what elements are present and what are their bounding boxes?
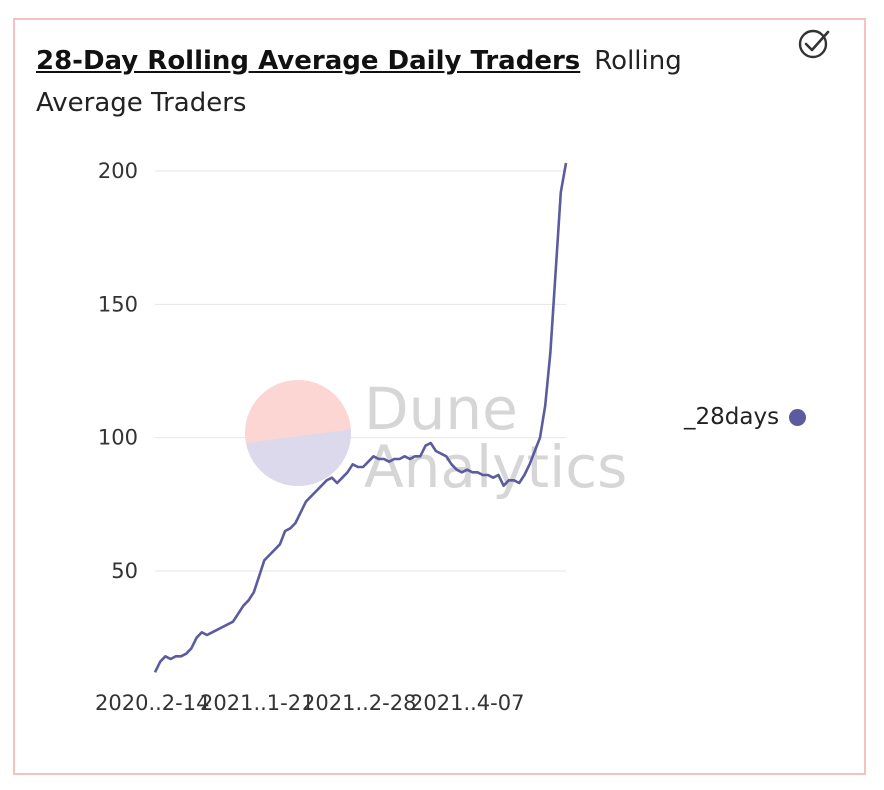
chart-title[interactable]: 28-Day Rolling Average Daily Traders [36, 46, 581, 76]
x-tick-label: 2021..1-21 [200, 691, 314, 715]
legend[interactable]: _28days [684, 404, 807, 430]
check-circle-icon[interactable] [797, 26, 831, 60]
series-layer [153, 162, 568, 673]
x-tick-label: 2021..4-07 [410, 691, 524, 715]
legend-marker [789, 408, 807, 426]
y-tick-label: 100 [98, 426, 138, 450]
watermark: Dune Analytics [245, 375, 627, 501]
y-tick-label: 50 [111, 559, 138, 583]
y-tick-label: 150 [98, 292, 138, 316]
gridlines [155, 170, 566, 572]
watermark-line1: Dune [364, 375, 518, 443]
y-tick-label: 200 [98, 159, 138, 183]
x-tick-label: 2021..2-28 [302, 691, 416, 715]
chart-subtitle: Rolling Average Traders [36, 46, 682, 118]
legend-label: _28days [684, 404, 780, 430]
y-axis-ticks: 50 100 150 200 [98, 159, 138, 583]
chart-card: 28-Day Rolling Average Daily Traders Roll… [13, 18, 866, 775]
x-tick-label: 2020..2-14 [95, 691, 209, 715]
series-line-28days[interactable] [153, 162, 568, 673]
watermark-line2: Analytics [364, 433, 627, 501]
title-row: 28-Day Rolling Average Daily Traders Roll… [36, 40, 736, 124]
